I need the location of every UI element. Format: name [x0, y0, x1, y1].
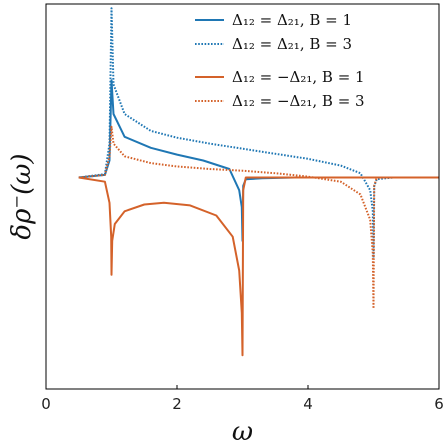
legend-label-1: Δ₁₂ = Δ₂₁, B = 3	[232, 35, 352, 53]
series-line-1	[78, 7, 439, 259]
x-tick-label: 4	[303, 395, 313, 413]
x-tick-label: 2	[172, 395, 182, 413]
plot-lines	[78, 7, 439, 357]
legend-label-3: Δ₁₂ = −Δ₂₁, B = 3	[232, 92, 365, 110]
legend-label-2: Δ₁₂ = −Δ₂₁, B = 1	[232, 68, 365, 86]
legend-label-0: Δ₁₂ = Δ₂₁, B = 1	[232, 11, 352, 29]
x-axis-label: ω	[232, 417, 253, 444]
series-line-2	[78, 176, 439, 357]
series-line-3	[78, 125, 439, 310]
x-tick-label: 0	[41, 395, 51, 413]
legend: Δ₁₂ = Δ₂₁, B = 1 Δ₁₂ = Δ₂₁, B = 3 Δ₁₂ = −Δ…	[195, 11, 365, 110]
plot-frame	[45, 3, 440, 390]
x-axis-ticks: 0 2 4 6	[41, 385, 444, 413]
y-axis-label: δρ⁻(ω)	[7, 153, 37, 239]
x-tick-label: 6	[434, 395, 444, 413]
